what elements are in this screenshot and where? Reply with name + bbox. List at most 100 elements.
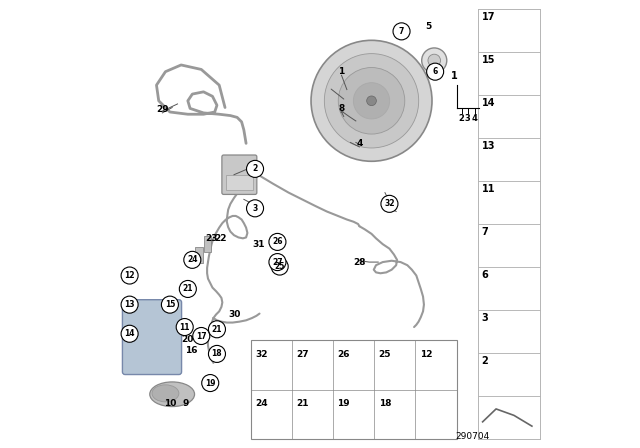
Text: 29: 29 <box>156 105 168 114</box>
Text: 14: 14 <box>124 329 135 338</box>
Text: 22: 22 <box>214 234 227 243</box>
Bar <box>478 310 540 353</box>
Text: 5: 5 <box>426 22 431 31</box>
Circle shape <box>367 96 376 106</box>
Bar <box>478 396 540 439</box>
Circle shape <box>209 345 225 362</box>
Text: 2: 2 <box>458 114 464 123</box>
Bar <box>478 9 540 439</box>
Bar <box>250 340 457 439</box>
Circle shape <box>193 327 210 345</box>
Text: 290704: 290704 <box>455 432 490 441</box>
Circle shape <box>121 296 138 313</box>
Text: 4: 4 <box>472 114 477 123</box>
Circle shape <box>246 200 264 217</box>
Bar <box>478 138 540 181</box>
Text: 1: 1 <box>339 67 344 76</box>
Circle shape <box>121 267 138 284</box>
Text: 21: 21 <box>212 325 222 334</box>
Circle shape <box>324 54 419 148</box>
Text: 27: 27 <box>272 258 283 267</box>
Text: 15: 15 <box>482 55 495 65</box>
Text: 15: 15 <box>164 300 175 309</box>
Text: 16: 16 <box>185 346 197 355</box>
Text: 4: 4 <box>356 139 363 148</box>
Circle shape <box>311 40 432 161</box>
Text: 20: 20 <box>182 335 194 344</box>
Text: 18: 18 <box>379 399 391 408</box>
Text: 13: 13 <box>124 300 135 309</box>
Text: 30: 30 <box>228 310 241 319</box>
Text: 27: 27 <box>296 350 309 359</box>
Bar <box>195 247 203 263</box>
Text: 32: 32 <box>384 199 395 208</box>
Text: 2: 2 <box>482 356 488 366</box>
FancyBboxPatch shape <box>222 155 257 194</box>
Circle shape <box>269 233 286 250</box>
Circle shape <box>209 321 225 338</box>
Text: 17: 17 <box>196 332 207 340</box>
Circle shape <box>422 48 447 73</box>
Text: 11: 11 <box>179 323 190 332</box>
Text: 3: 3 <box>465 114 470 123</box>
Circle shape <box>184 251 201 268</box>
Bar <box>226 175 253 190</box>
Circle shape <box>179 280 196 297</box>
Text: 19: 19 <box>205 379 216 388</box>
Text: 7: 7 <box>399 27 404 36</box>
Bar <box>478 9 540 52</box>
Text: 11: 11 <box>482 184 495 194</box>
Circle shape <box>339 68 404 134</box>
Text: 17: 17 <box>482 12 495 22</box>
Circle shape <box>202 375 219 392</box>
Circle shape <box>176 319 193 336</box>
Circle shape <box>381 195 398 212</box>
Circle shape <box>161 296 179 313</box>
Text: 10: 10 <box>164 399 176 408</box>
Circle shape <box>246 160 264 177</box>
Ellipse shape <box>152 385 179 402</box>
Text: 25: 25 <box>379 350 391 359</box>
Text: 31: 31 <box>252 240 264 249</box>
Text: 9: 9 <box>182 399 189 408</box>
Text: 28: 28 <box>353 258 365 267</box>
Bar <box>478 181 540 224</box>
Circle shape <box>121 325 138 342</box>
Text: 12: 12 <box>124 271 135 280</box>
Circle shape <box>393 23 410 40</box>
Text: 26: 26 <box>272 237 283 246</box>
Bar <box>478 353 540 396</box>
Bar <box>204 236 211 252</box>
Text: 1: 1 <box>451 71 458 81</box>
Text: 26: 26 <box>337 350 350 359</box>
Text: 3: 3 <box>482 313 488 323</box>
Text: 7: 7 <box>482 227 488 237</box>
Text: 21: 21 <box>296 399 308 408</box>
Text: 14: 14 <box>482 98 495 108</box>
Bar <box>478 95 540 138</box>
Text: 6: 6 <box>433 67 438 76</box>
Circle shape <box>269 254 286 271</box>
Text: 3: 3 <box>252 204 258 213</box>
Text: 6: 6 <box>482 270 488 280</box>
Text: 25: 25 <box>275 262 285 271</box>
Circle shape <box>427 63 444 80</box>
Bar <box>478 224 540 267</box>
Circle shape <box>353 82 390 119</box>
Text: 2: 2 <box>252 164 258 173</box>
Ellipse shape <box>150 382 195 407</box>
Bar <box>478 267 540 310</box>
Text: 18: 18 <box>212 349 222 358</box>
Text: 19: 19 <box>337 399 350 408</box>
Bar <box>478 52 540 95</box>
Circle shape <box>428 54 440 67</box>
Circle shape <box>271 258 288 275</box>
Text: 13: 13 <box>482 141 495 151</box>
Text: 21: 21 <box>182 284 193 293</box>
FancyBboxPatch shape <box>122 300 182 375</box>
Text: 24: 24 <box>187 255 198 264</box>
Text: 12: 12 <box>420 350 433 359</box>
Text: 8: 8 <box>339 104 344 113</box>
Text: 24: 24 <box>255 399 268 408</box>
Text: 23: 23 <box>205 234 218 243</box>
